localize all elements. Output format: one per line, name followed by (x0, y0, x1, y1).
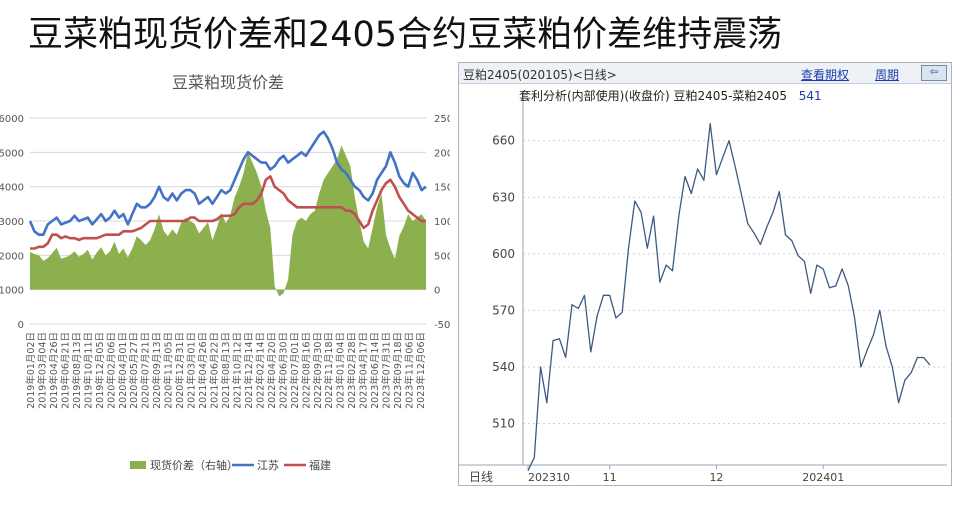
right-y-axis: -500 0 500 1000 1500 2000 2500 (434, 114, 450, 331)
right-y-tick-label: 500 (434, 251, 450, 262)
y-tick-label: 510 (492, 417, 515, 431)
right-y-tick-label: 1000 (434, 217, 450, 228)
price-line-series (28, 130, 427, 250)
legend-label-jiangsu: 江苏 (257, 459, 279, 472)
right-chart-x-axis: 日线 202310 11 12 202401 (469, 465, 844, 484)
right-y-tick-label: 0 (434, 286, 440, 297)
x-tick-label: 2019年12月05日 (94, 332, 106, 409)
x-tick-label: 2021年04月26日 (197, 332, 209, 409)
x-tick-label: 2023年11月06日 (404, 332, 416, 409)
y-tick-label: 630 (492, 190, 515, 204)
x-tick-label: 2022年09月30日 (312, 332, 324, 409)
y-tick-label: 540 (492, 360, 515, 374)
left-y-tick-label: 1000 (0, 286, 24, 297)
x-tick-label: 11 (603, 471, 617, 484)
left-y-tick-label: 4000 (0, 183, 24, 194)
left-y-tick-label: 3000 (0, 217, 24, 228)
x-tick-label: 2022年08月16日 (300, 332, 312, 409)
right-y-tick-label: 2500 (434, 114, 450, 125)
left-chart-legend: 现货价差（右轴） 江苏 福建 (130, 458, 331, 472)
x-tick-label: 2020年11月05日 (163, 332, 175, 409)
period-link[interactable]: 周期 (875, 68, 900, 82)
x-tick-label: 2021年08月13日 (220, 332, 232, 409)
left-y-tick-label: 6000 (0, 114, 24, 125)
x-tick-label: 2022年04月20日 (266, 332, 278, 409)
x-axis-labels: 2019年01月02日 2019年03月04日 2019年04月26日 2019年06… (25, 332, 427, 409)
spread-analysis-panel: 510 540 570 600 630 660 日线 202310 11 12 202401 豆粕… (458, 62, 952, 486)
right-chart-grid (459, 93, 947, 466)
x-tick-label: 2019年10月11日 (82, 332, 94, 409)
x-tick-label: 2019年06月21日 (59, 332, 71, 409)
x-tick-label: 2022年02月14日 (254, 332, 266, 409)
left-chart-title: 豆菜粕现货价差 (172, 73, 284, 92)
x-tick-label: 2020年12月31日 (174, 332, 186, 409)
x-tick-label: 2019年03月04日 (36, 332, 48, 409)
x-tick-label: 2021年06月22日 (209, 332, 221, 409)
x-tick-label: 2022年11月18日 (323, 332, 335, 409)
right-chart-y-axis: 510 540 570 600 630 660 (492, 134, 515, 431)
x-tick-label: 2019年04月26日 (48, 332, 60, 409)
x-tick-label: 2019年08月13日 (71, 332, 83, 409)
left-y-axis: 0 1000 2000 3000 4000 5000 6000 (0, 114, 24, 331)
jiangsu-line (28, 130, 427, 236)
x-tick-label: 2021年03月01日 (186, 332, 198, 409)
right-y-tick-label: 2000 (434, 148, 450, 159)
x-tick-label: 2022年06月30日 (277, 332, 289, 409)
legend-swatch-spread (130, 461, 146, 469)
x-tick-label: 12 (709, 471, 723, 484)
legend-label-fujian: 福建 (309, 458, 331, 472)
x-tick-label: 2023年06月14日 (369, 332, 381, 409)
spread-area-series (30, 145, 426, 297)
x-tick-label: 2023年04月17日 (358, 332, 370, 409)
y-tick-label: 600 (492, 247, 515, 261)
x-tick-label: 2020年09月13日 (151, 332, 163, 409)
spread-line-chart: 510 540 570 600 630 660 日线 202310 11 12 202401 (459, 93, 947, 484)
y-tick-label: 660 (492, 134, 515, 148)
x-tick-label: 202401 (802, 471, 844, 484)
legend-label-spread: 现货价差（右轴） (150, 458, 238, 472)
x-tick-label: 2021年10月12日 (231, 332, 243, 409)
spread-line-series (527, 123, 931, 471)
spread-line (527, 123, 931, 471)
spot-spread-chart: 豆菜粕现货价差 0 1000 2000 3000 4000 5000 6000 -500 0 5… (0, 73, 450, 472)
x-tick-label: 2023年07月31日 (381, 332, 393, 409)
x-tick-label: 2020年02月06日 (105, 332, 117, 409)
x-tick-label: 2022年07月01日 (289, 332, 301, 409)
panel-header: 豆粕2405(020105)<日线> 查看期权 周期 ⇦ (459, 63, 951, 84)
right-y-tick-label: 1500 (434, 183, 450, 194)
chart-subtitle: 套利分析(内部使用)(收盘价) 豆粕2405-菜粕2405 541 (519, 87, 822, 104)
x-tick-label: 2020年04月01日 (117, 332, 129, 409)
fujian-line (30, 175, 426, 250)
x-tick-label: 202310 (528, 471, 570, 484)
y-tick-label: 570 (492, 303, 515, 317)
x-tick-label: 2023年09月18日 (392, 332, 404, 409)
x-tick-label: 2023年01月04日 (335, 332, 347, 409)
contract-title: 豆粕2405(020105)<日线> (463, 68, 617, 82)
left-y-tick-label: 0 (18, 320, 24, 331)
x-tick-label: 2023年12月06日 (415, 332, 427, 409)
x-tick-label: 2020年05月27日 (128, 332, 140, 409)
subtitle-text: 套利分析(内部使用)(收盘价) 豆粕2405-菜粕2405 (519, 89, 787, 103)
last-value: 541 (798, 89, 822, 103)
spread-area (30, 145, 426, 297)
x-tick-label: 2023年02月28日 (346, 332, 358, 409)
x-axis-label: 日线 (469, 470, 493, 484)
x-tick-label: 2019年01月02日 (25, 332, 37, 409)
right-y-tick-label: -500 (434, 320, 450, 331)
left-y-tick-label: 2000 (0, 251, 24, 262)
back-arrow-icon[interactable]: ⇦ (921, 65, 947, 81)
slide-title: 豆菜粕现货价差和2405合约豆菜粕价差维持震荡 (28, 15, 783, 55)
x-tick-label: 2021年12月14日 (243, 332, 255, 409)
left-y-tick-label: 5000 (0, 148, 24, 159)
view-options-link[interactable]: 查看期权 (801, 68, 850, 82)
x-tick-label: 2020年07月21日 (140, 332, 152, 409)
